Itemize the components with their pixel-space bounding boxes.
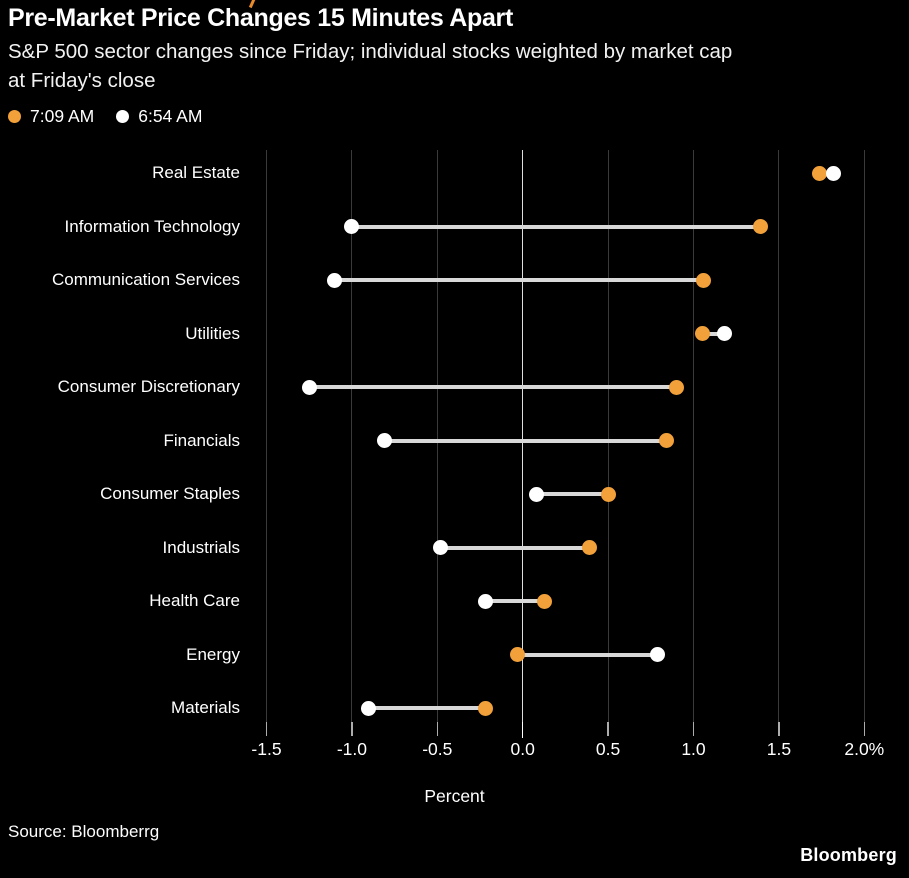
dot-654am — [528, 486, 544, 502]
axis-tick — [265, 722, 268, 736]
category-label: Consumer Discretionary — [57, 377, 240, 396]
dot-709am — [658, 433, 674, 448]
gridline — [693, 150, 694, 722]
legend-item-709am: 7:09 AM — [8, 106, 94, 127]
dot-654am — [327, 272, 343, 288]
legend-label: 7:09 AM — [30, 106, 95, 126]
axis-tick — [521, 722, 524, 738]
dot-709am — [581, 540, 597, 555]
orange-dot-icon — [8, 110, 21, 123]
category-label: Real Estate — [152, 163, 240, 182]
dot-654am — [344, 219, 360, 234]
dot-654am — [650, 647, 666, 662]
dot-709am — [537, 593, 553, 609]
connector-line — [384, 438, 667, 443]
category-label: Materials — [171, 698, 240, 717]
category-label: Financials — [163, 430, 240, 450]
dot-709am — [812, 165, 828, 181]
axis-tick-label: -1.0 — [336, 739, 367, 759]
connector-line — [368, 706, 486, 710]
dot-654am — [301, 379, 317, 395]
gridline — [778, 150, 780, 722]
axis-tick — [436, 722, 439, 736]
connector-line — [702, 331, 725, 336]
white-dot-icon — [116, 110, 130, 123]
dot-709am — [694, 326, 710, 341]
dot-709am — [696, 272, 712, 288]
axis-tick — [607, 722, 609, 736]
category-label: Industrials — [162, 537, 240, 557]
axis-tick-label: 0.0 — [510, 739, 535, 759]
axis-tick — [351, 722, 353, 736]
gridline — [266, 150, 267, 722]
dot-654am — [361, 700, 377, 716]
gridline — [863, 150, 865, 722]
gridline — [607, 150, 609, 722]
connector-line — [536, 492, 609, 496]
dot-654am — [376, 433, 392, 448]
dot-654am — [433, 540, 449, 555]
page-title: Pre-Market Price Changes 15 Minutes Apar… — [8, 4, 513, 32]
dot-654am — [826, 165, 842, 181]
connector-line — [309, 385, 677, 389]
legend-item-654am: 6:54 AM — [116, 106, 202, 127]
axis-tick — [863, 722, 866, 736]
gridline — [436, 150, 438, 722]
dot-654am — [477, 593, 493, 609]
source-note: Source: Bloomberrg — [8, 822, 160, 841]
axis-tick — [778, 722, 780, 736]
category-label: Utilities — [185, 323, 240, 343]
connector-line — [517, 652, 658, 657]
category-label: Health Care — [149, 591, 240, 610]
axis-tick — [692, 722, 695, 736]
axis-tick-label: 2.0% — [844, 739, 885, 759]
zero-gridline — [521, 150, 524, 722]
dot-709am — [600, 486, 616, 502]
gridline — [351, 150, 353, 722]
dot-654am — [716, 326, 732, 341]
category-label: Communication Services — [51, 270, 240, 289]
legend-label: 6:54 AM — [138, 106, 203, 126]
category-label: Energy — [186, 644, 240, 664]
chart-subtitle: S&P 500 sector changes since Friday; ind… — [8, 37, 732, 95]
dot-709am — [752, 219, 768, 234]
chart-legend: 7:09 AM 6:54 AM — [8, 106, 202, 127]
connector-line — [351, 224, 761, 229]
dot-709am — [510, 647, 526, 662]
connector-line — [485, 599, 545, 603]
axis-tick-label: -1.5 — [251, 739, 282, 759]
bloomberg-logo: Bloomberg — [800, 845, 897, 865]
connector-line — [440, 545, 590, 550]
subtitle-line-2: at Friday's close — [8, 69, 156, 92]
dot-709am — [668, 379, 684, 395]
axis-tick-label: 1.0 — [681, 739, 706, 759]
x-axis-title: Percent — [424, 786, 485, 806]
category-label: Consumer Staples — [100, 484, 240, 503]
category-label: Information Technology — [64, 216, 240, 236]
axis-tick-label: 1.5 — [766, 739, 792, 759]
dot-709am — [477, 700, 493, 716]
connector-line — [334, 278, 704, 282]
subtitle-line-1: S&P 500 sector changes since Friday; ind… — [8, 40, 733, 63]
axis-tick-label: -0.5 — [422, 739, 453, 759]
axis-tick-label: 0.5 — [595, 739, 621, 759]
